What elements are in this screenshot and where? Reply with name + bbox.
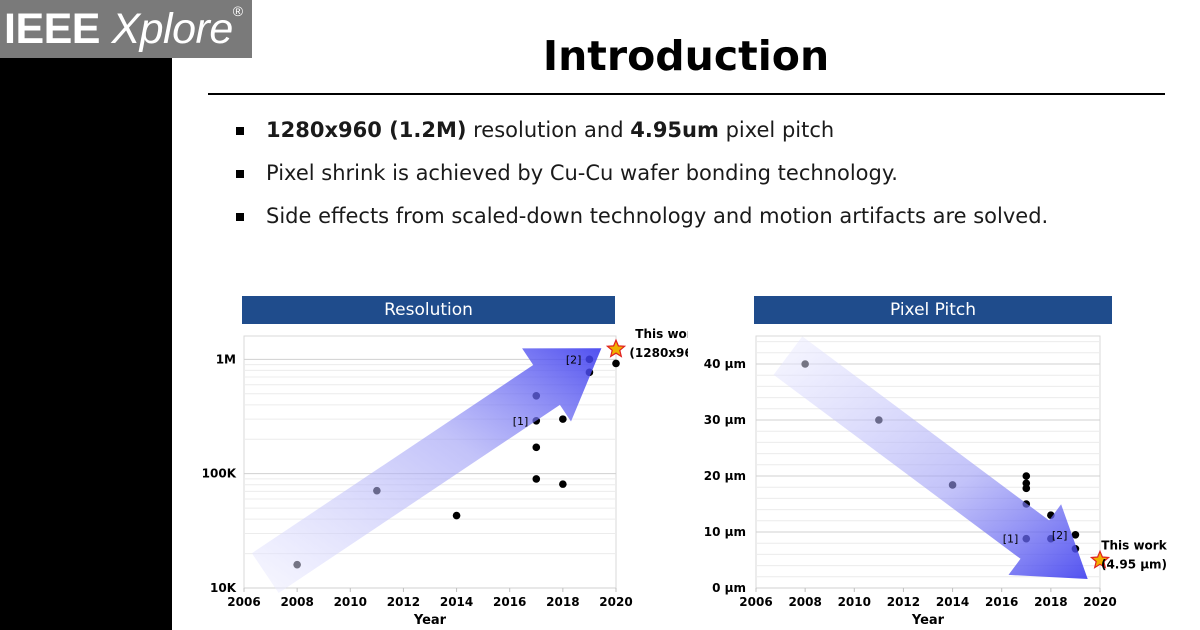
logo-registered-mark: ®	[232, 3, 243, 19]
y-tick-label: 1M	[216, 352, 236, 366]
resolution-chart: 10K 100K 1M 2006 2008 2010 2012 2014 2016 2018 202…	[202, 327, 688, 628]
ieee-xplore-logo[interactable]: IEEE Xplore®	[0, 0, 252, 58]
bullet-text: Side effects from scaled-down technology…	[266, 204, 1049, 228]
x-tick-label: 2018	[1034, 595, 1067, 609]
x-tick-label: 2012	[387, 595, 420, 609]
bullet-text: Pixel shrink is achieved by Cu-Cu wafer …	[266, 161, 898, 185]
x-tick-label: 2012	[887, 595, 920, 609]
bullet-square-icon	[236, 170, 244, 178]
data-point	[559, 415, 567, 423]
x-tick-label: 2020	[599, 595, 632, 609]
this-work-label: This work	[1101, 538, 1167, 552]
this-work-star-icon	[1089, 549, 1111, 569]
x-tick-label: 2020	[1083, 595, 1116, 609]
slide-title: Introduction	[542, 32, 830, 80]
left-black-bar	[0, 0, 172, 630]
x-tick-label: 2006	[227, 595, 260, 609]
this-work-label: This work	[635, 327, 688, 341]
y-tick-label: 40 µm	[704, 357, 746, 371]
data-point	[532, 443, 541, 452]
trend-arrow	[773, 336, 1088, 579]
x-axis-label: Year	[413, 613, 447, 628]
bullet-square-icon	[236, 213, 244, 221]
bullet-list: 1280x960 (1.2M) resolution and 4.95um pi…	[236, 118, 1048, 247]
title-divider	[208, 93, 1165, 95]
x-tick-label: 2006	[739, 595, 772, 609]
bullet-item: Side effects from scaled-down technology…	[236, 204, 1048, 247]
y-tick-label: 20 µm	[704, 469, 746, 483]
bullet-bold-text: 1280x960 (1.2M)	[266, 118, 467, 142]
this-work-value-label: (1280x960)	[629, 346, 688, 360]
reference-label: [2]	[1052, 529, 1068, 542]
trend-arrow	[251, 348, 602, 593]
resolution-chart-header: Resolution	[242, 296, 615, 324]
logo-xplore-text: Xplore	[111, 5, 233, 53]
y-tick-label: 0 µm	[712, 581, 746, 595]
y-tick-label: 100K	[202, 467, 237, 481]
y-tick-label: 10K	[210, 581, 237, 595]
data-point	[1071, 531, 1080, 539]
data-point	[1022, 472, 1031, 480]
logo-ieee-text: IEEE	[4, 5, 101, 53]
reference-label: [1]	[1003, 533, 1019, 546]
x-tick-label: 2010	[334, 595, 367, 609]
data-point	[559, 480, 567, 488]
data-point	[452, 511, 461, 520]
x-tick-label: 2008	[788, 595, 821, 609]
x-tick-label: 2018	[546, 595, 579, 609]
x-tick-label: 2014	[440, 595, 473, 609]
x-tick-label: 2016	[493, 595, 526, 609]
x-tick-label: 2010	[838, 595, 871, 609]
bullet-square-icon	[236, 127, 244, 135]
this-work-star-icon	[605, 338, 627, 358]
y-tick-label: 10 µm	[704, 525, 746, 539]
bullet-item: Pixel shrink is achieved by Cu-Cu wafer …	[236, 161, 1048, 204]
reference-label: [1]	[513, 415, 529, 428]
bullet-item: 1280x960 (1.2M) resolution and 4.95um pi…	[236, 118, 1048, 161]
data-point	[532, 475, 541, 483]
y-tick-label: 30 µm	[704, 413, 746, 427]
x-tick-label: 2014	[936, 595, 969, 609]
bullet-text: pixel pitch	[718, 118, 835, 142]
data-point	[1022, 484, 1031, 493]
data-point	[612, 359, 620, 368]
x-tick-label: 2016	[985, 595, 1018, 609]
x-axis-label: Year	[911, 613, 945, 628]
bullet-text: resolution and	[466, 118, 631, 142]
bullet-bold-text: 4.95um	[630, 118, 719, 142]
pixel-pitch-chart: 0 µm 10 µm 20 µm 30 µm 40 µm 2006 2008 2010 2012…	[704, 335, 1168, 628]
pixel-pitch-chart-header: Pixel Pitch	[754, 296, 1112, 324]
reference-label: [2]	[566, 353, 582, 366]
x-tick-label: 2008	[280, 595, 313, 609]
this-work-value-label: (4.95 µm)	[1101, 557, 1167, 571]
